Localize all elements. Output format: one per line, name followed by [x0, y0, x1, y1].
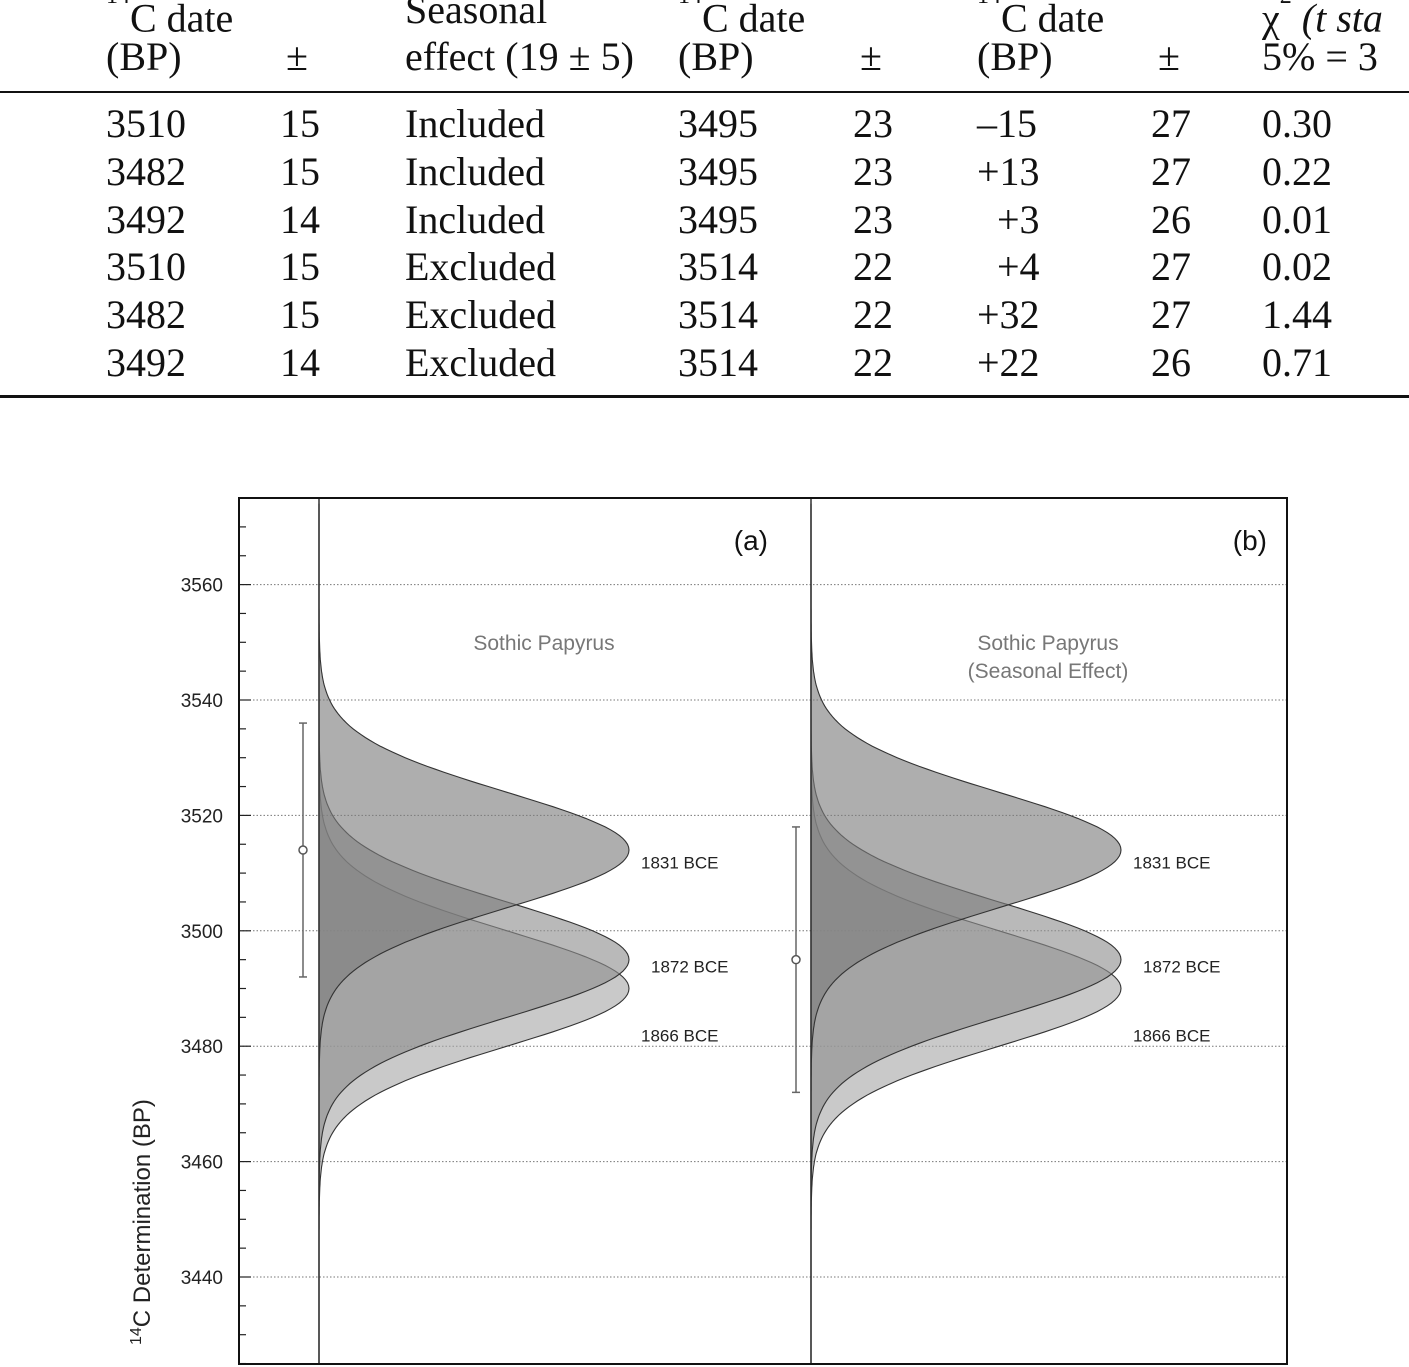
header-c8-line2: 5% = 3	[1262, 34, 1378, 79]
table-cell: 14	[280, 340, 320, 385]
y-tick-label: 3540	[181, 691, 223, 712]
series-label: 1831 BCE	[641, 854, 719, 873]
header-c3-line2: effect (19 ± 5)	[405, 34, 634, 79]
y-tick-label: 3520	[181, 806, 223, 827]
header-c2-line2: ±	[286, 34, 308, 79]
y-tick-label: 3560	[181, 576, 223, 597]
table-cell: 26	[1151, 340, 1191, 385]
table-cell: +22	[977, 340, 1040, 385]
chart-svg: 3440 3460 3480 3500 3520 3540 3560 14C Determin…	[128, 497, 1288, 1365]
table-cell: 26	[1151, 196, 1191, 242]
header-c3-line1: Seasonal	[405, 0, 548, 32]
table-cell: 0.01	[1262, 196, 1332, 242]
panel-annotation: Sothic Papyrus	[977, 632, 1118, 655]
table-cell: Included	[405, 101, 545, 146]
header-c7-line2: ±	[1158, 34, 1180, 79]
table-cell: 3510	[106, 244, 186, 290]
table-cell: 0.02	[1262, 244, 1332, 290]
table-cell: Excluded	[405, 292, 557, 338]
table-cell: 3482	[106, 148, 186, 194]
table-cell: 22	[853, 340, 893, 385]
error-bar-mean	[298, 845, 308, 855]
table-cell: 15	[280, 101, 320, 146]
series-label: 1872 BCE	[1143, 957, 1221, 976]
table-cell: 27	[1151, 101, 1191, 146]
table-cell: 14	[280, 196, 320, 242]
table-cell: 0.30	[1262, 101, 1332, 146]
table-cell: Included	[405, 148, 545, 194]
header-rule	[0, 91, 1409, 93]
y-tick-label: 3480	[181, 1037, 223, 1058]
table-cell: 0.71	[1262, 340, 1332, 385]
table-cell: 3514	[678, 292, 758, 338]
table-cell: –15	[977, 101, 1037, 146]
table-cell: 23	[853, 196, 893, 242]
header-c6-line2: (BP)	[977, 34, 1053, 79]
y-axis-label-sup: 14	[128, 1327, 145, 1345]
header-c4-line2: (BP)	[678, 34, 754, 79]
table-cell: 22	[853, 292, 893, 338]
posterior-density-chart: 3440 3460 3480 3500 3520 3540 3560 14C Determin…	[0, 400, 1409, 1367]
y-tick-label: 3460	[181, 1153, 223, 1174]
table-cell: 15	[280, 292, 320, 338]
y-axis-label-text: C Determination (BP)	[129, 1099, 156, 1327]
table-cell: 15	[280, 148, 320, 194]
table-cell: 23	[853, 148, 893, 194]
plot-frame	[238, 497, 1288, 1365]
y-tick-label: 3440	[181, 1268, 223, 1289]
table-cell: Excluded	[405, 340, 557, 385]
header-c1-line1: 14C date	[106, 0, 234, 41]
table-cell: 23	[853, 101, 893, 146]
table-cell: 22	[853, 244, 893, 290]
table-cell: 3510	[106, 101, 186, 146]
series-label: 1866 BCE	[641, 1027, 719, 1046]
panel-label: (a)	[734, 525, 768, 556]
error-bar-mean	[791, 954, 801, 965]
table-cell: 3492	[106, 340, 186, 385]
header-c1-line2: (BP)	[106, 34, 182, 79]
table-cell: 3482	[106, 292, 186, 338]
y-axis-label: 14C Determination (BP)	[128, 1099, 156, 1345]
header-c4-line1: 14C date	[678, 0, 806, 41]
table-cell: +32	[977, 292, 1040, 338]
table-cell: 3495	[678, 148, 758, 194]
header-c5-line2: ±	[860, 34, 882, 79]
series-label: 1831 BCE	[1133, 854, 1211, 873]
y-tick-label: 3500	[181, 922, 223, 943]
series-label: 1872 BCE	[651, 957, 729, 976]
table-cell: 3495	[678, 196, 758, 242]
table-cell: 27	[1151, 148, 1191, 194]
table-cell: 3495	[678, 101, 758, 146]
table-cell: 3514	[678, 244, 758, 290]
results-table: 14C date Seasonal 14C date 14C date χ2 (…	[0, 0, 1409, 400]
bottom-rule	[0, 395, 1409, 398]
table-cell: +3	[997, 196, 1040, 242]
table-cell: 27	[1151, 244, 1191, 290]
table-cell: +4	[997, 244, 1040, 290]
panel-annotation: Sothic Papyrus	[473, 632, 614, 655]
table-cell: 1.44	[1262, 292, 1332, 338]
panel-annotation: (Seasonal Effect)	[968, 660, 1129, 683]
table-cell: 3514	[678, 340, 758, 385]
series-label: 1866 BCE	[1133, 1027, 1211, 1046]
table-cell: Excluded	[405, 244, 557, 290]
table-cell: 3492	[106, 196, 186, 242]
table-cell: 27	[1151, 292, 1191, 338]
header-c8-line1: χ2 (t sta	[1262, 0, 1383, 41]
table-cell: 0.22	[1262, 148, 1332, 194]
header-c6-line1: 14C date	[977, 0, 1105, 41]
table-cell: +13	[977, 148, 1040, 194]
table-cell: 15	[280, 244, 320, 290]
panel-label: (b)	[1233, 525, 1267, 556]
table-cell: Included	[405, 196, 545, 242]
